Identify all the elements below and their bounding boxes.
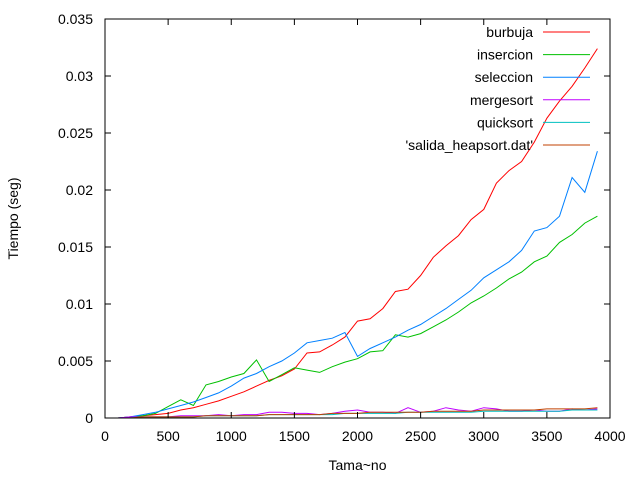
y-tick-label: 0.015 — [58, 239, 93, 255]
axes-layer: 0 500 1000 1500 2000 2500 3000 3500 4000 0 0.005 0.… — [58, 11, 626, 444]
legend-label: burbuja — [486, 24, 533, 40]
legend-label: seleccion — [475, 69, 533, 85]
legend-label: 'salida_heapsort.dat' — [405, 137, 533, 153]
y-tick-label: 0 — [85, 410, 93, 426]
x-tick-label: 2000 — [342, 428, 373, 444]
y-tick-label: 0.02 — [66, 182, 93, 198]
y-tick-label: 0.005 — [58, 353, 93, 369]
y-tick-label: 0.025 — [58, 125, 93, 141]
legend-label: quicksort — [477, 114, 533, 130]
series-line-1 — [117, 215, 598, 419]
x-tick-label: 2500 — [405, 428, 436, 444]
series-line-0 — [117, 48, 598, 419]
x-tick-label: 4000 — [594, 428, 625, 444]
x-tick-label: 1000 — [216, 428, 247, 444]
legend-label: insercion — [477, 47, 533, 63]
y-tick-label: 0.035 — [58, 11, 93, 27]
y-tick-label: 0.03 — [66, 68, 93, 84]
x-axis-label: Tama~no — [329, 457, 387, 473]
series-line-2 — [117, 151, 598, 419]
y-axis-label: Tiempo (seg) — [5, 178, 21, 260]
x-tick-label: 0 — [101, 428, 109, 444]
legend: burbuja insercion seleccion mergesort quicks… — [405, 24, 590, 153]
x-tick-label: 3000 — [468, 428, 499, 444]
y-tick-label: 0.01 — [66, 296, 93, 312]
x-tick-label: 3500 — [531, 428, 562, 444]
x-tick-label: 500 — [156, 428, 180, 444]
legend-label: mergesort — [470, 92, 533, 108]
x-tick-label: 1500 — [279, 428, 310, 444]
